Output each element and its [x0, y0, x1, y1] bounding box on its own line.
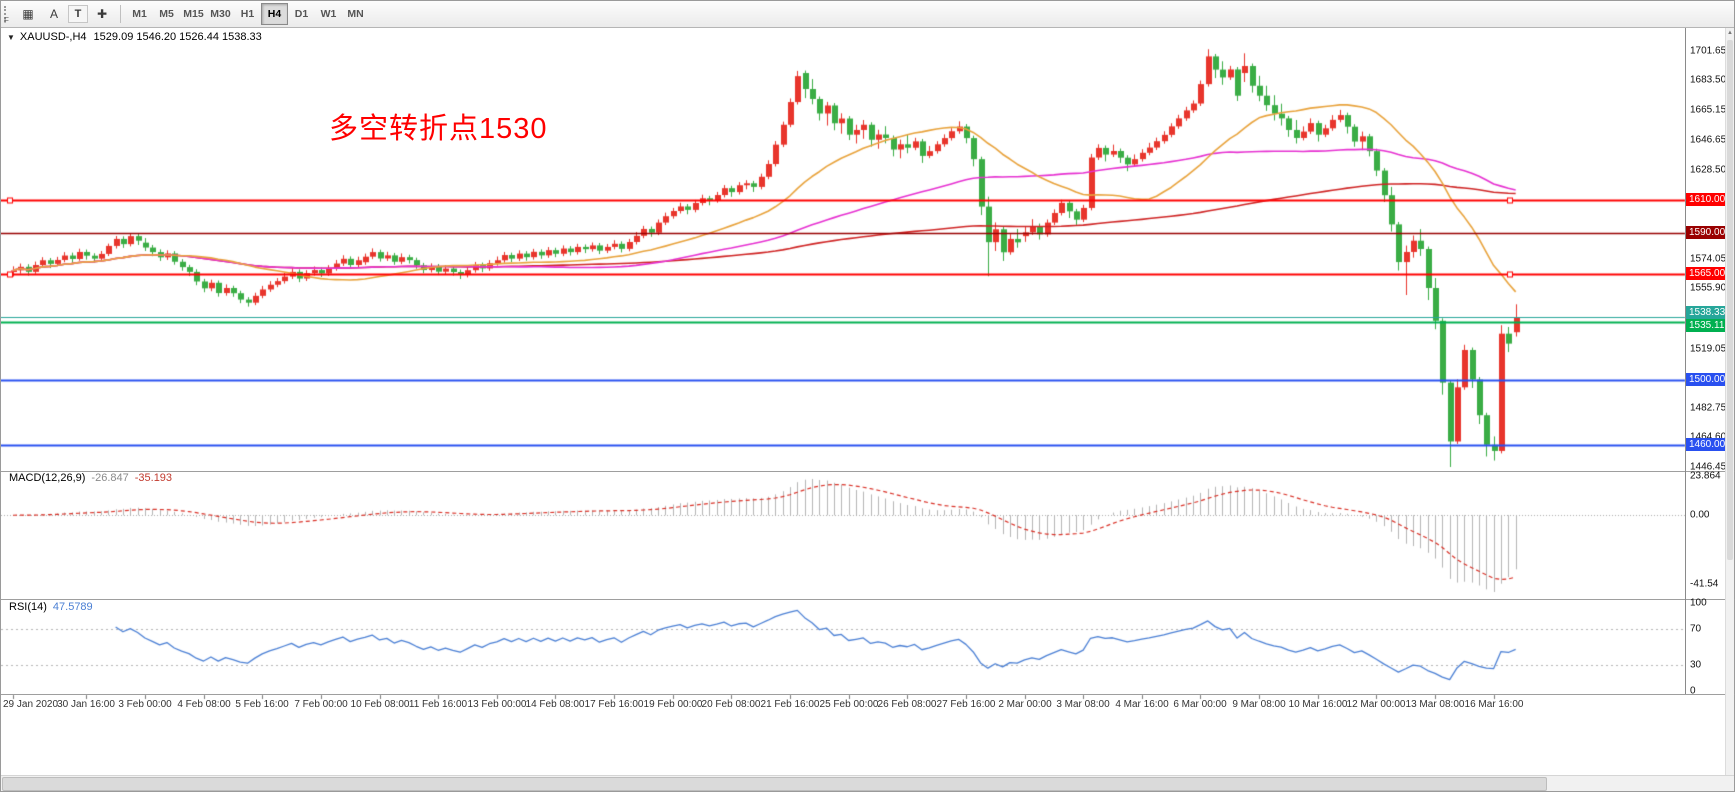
price-axis-line: [1685, 27, 1686, 694]
date-axis-label: 13 Mar 08:00: [1405, 699, 1465, 710]
date-axis-label: 29 Jan 2020: [3, 699, 59, 710]
tf-button-h4[interactable]: H4: [261, 3, 288, 25]
toolbar: ▦ A T ✚ M1 M5 M15 M30 H1 H4 D1 W1 MN: [1, 1, 1734, 28]
text-tool-icon[interactable]: T: [68, 5, 88, 23]
rsi-name: RSI(14): [9, 601, 47, 613]
vertical-scrollbar[interactable]: ▲: [1725, 28, 1734, 777]
tf-button-d1[interactable]: D1: [294, 8, 309, 20]
macd-name: MACD(12,26,9): [9, 472, 86, 484]
chart-grid-icon[interactable]: ▦: [22, 7, 34, 21]
price-tag: 1460.00: [1686, 437, 1730, 451]
tf-button-m30[interactable]: M30: [210, 8, 231, 20]
tf-button-w1[interactable]: W1: [320, 8, 337, 20]
date-axis-label: 16 Mar 16:00: [1464, 699, 1524, 710]
rsi-axis-label: 100: [1690, 597, 1707, 609]
rsi-indicator-label: RSI(14) 47.5789: [9, 601, 93, 613]
collapse-icon[interactable]: ▼: [7, 32, 15, 42]
date-axis-label: 20 Feb 08:00: [701, 699, 761, 710]
rsi-axis-label: 70: [1690, 623, 1702, 635]
vertical-scrollbar-thumb[interactable]: [1727, 40, 1733, 560]
crosshair-icon[interactable]: ✚: [96, 7, 108, 21]
price-axis-label: 1482.75: [1690, 402, 1727, 414]
macd-axis-label: -41.54: [1690, 578, 1719, 590]
price-tag: 1538.33: [1686, 306, 1730, 320]
date-axis-label: 9 Mar 08:00: [1232, 699, 1286, 710]
date-axis-label: 10 Feb 08:00: [350, 699, 410, 710]
price-tag: 1590.00: [1686, 225, 1730, 239]
date-axis-label: 25 Feb 00:00: [819, 699, 879, 710]
date-axis-label: 4 Feb 08:00: [177, 699, 231, 710]
rsi-axis-label: 0: [1690, 685, 1696, 697]
tf-button-m15[interactable]: M15: [183, 8, 204, 20]
macd-axis-label: 23.864: [1690, 470, 1721, 482]
date-axis-label: 21 Feb 16:00: [760, 699, 820, 710]
date-axis-label: 13 Feb 00:00: [467, 699, 527, 710]
horizontal-scrollbar-thumb[interactable]: [2, 777, 1547, 791]
date-axis-label: 11 Feb 16:00: [408, 699, 468, 710]
price-axis-label: 1646.65: [1690, 134, 1727, 146]
date-axis-label: 6 Mar 00:00: [1173, 699, 1227, 710]
date-axis-label: 17 Feb 16:00: [584, 699, 644, 710]
tf-button-m1[interactable]: M1: [132, 8, 147, 20]
chart-title: ▼ XAUUSD-,H4 1529.09 1546.20 1526.44 153…: [7, 31, 262, 43]
price-axis-label: 1683.50: [1690, 74, 1727, 86]
price-tag: 1535.11: [1686, 319, 1730, 333]
time-axis-line: [1, 694, 1735, 695]
date-axis-label: 4 Mar 16:00: [1115, 699, 1169, 710]
macd-signal-value: -35.193: [134, 472, 173, 484]
tf-button-h1[interactable]: H1: [240, 8, 255, 20]
panel-separator-macd[interactable]: [1, 471, 1735, 472]
price-axis-label: 1519.05: [1690, 343, 1727, 355]
f-badge: F: [4, 16, 9, 25]
date-axis-label: 3 Mar 08:00: [1056, 699, 1110, 710]
date-axis-label: 5 Feb 16:00: [235, 699, 289, 710]
symbol-label: XAUUSD-,H4: [19, 31, 87, 43]
scroll-up-icon[interactable]: ▲: [1727, 30, 1733, 36]
date-axis-label: 2 Mar 00:00: [998, 699, 1052, 710]
price-tag: 1565.00: [1686, 266, 1730, 280]
macd-main-value: -26.847: [91, 472, 129, 484]
text-label-icon[interactable]: A: [49, 7, 58, 21]
date-axis-label: 26 Feb 08:00: [877, 699, 937, 710]
date-axis-label: 30 Jan 16:00: [57, 699, 115, 710]
date-axis-label: 19 Feb 00:00: [643, 699, 703, 710]
price-axis-label: 1628.50: [1690, 164, 1727, 176]
price-axis-label: 1464.60: [1690, 432, 1726, 443]
horizontal-scrollbar[interactable]: [1, 775, 1734, 791]
price-axis-label: 1446.45: [1690, 461, 1727, 473]
ohlc-values: 1529.09 1546.20 1526.44 1538.33: [93, 31, 262, 43]
toolbar-grip[interactable]: [4, 6, 10, 22]
toolbar-separator: [120, 5, 121, 23]
date-axis-label: 27 Feb 16:00: [936, 699, 996, 710]
date-axis-label: 14 Feb 08:00: [525, 699, 585, 710]
price-tag: 1610.00: [1686, 193, 1730, 207]
chart-annotation: 多空转折点1530: [329, 113, 548, 145]
date-axis-label: 3 Feb 00:00: [118, 699, 172, 710]
price-axis-label: 1701.65: [1690, 45, 1727, 57]
price-axis-label: 1665.15: [1690, 104, 1727, 116]
panel-separator-rsi[interactable]: [1, 599, 1735, 600]
rsi-axis-label: 30: [1690, 659, 1702, 671]
price-axis-label: 1555.90: [1690, 282, 1727, 294]
date-axis-label: 12 Mar 00:00: [1346, 699, 1406, 710]
date-axis-label: 10 Mar 16:00: [1288, 699, 1348, 710]
tf-button-m5[interactable]: M5: [159, 8, 174, 20]
price-tag: 1500.00: [1686, 372, 1730, 386]
timeframe-toolbar: M1 M5 M15 M30 H1 H4 D1 W1 MN: [126, 3, 369, 25]
price-axis-label: 1574.05: [1690, 253, 1727, 265]
macd-axis-label: 0.00: [1690, 509, 1710, 521]
date-axis-label: 7 Feb 00:00: [294, 699, 348, 710]
rsi-value: 47.5789: [52, 601, 93, 613]
tf-button-mn[interactable]: MN: [347, 8, 364, 20]
macd-indicator-label: MACD(12,26,9) -26.847 -35.193: [9, 472, 172, 484]
